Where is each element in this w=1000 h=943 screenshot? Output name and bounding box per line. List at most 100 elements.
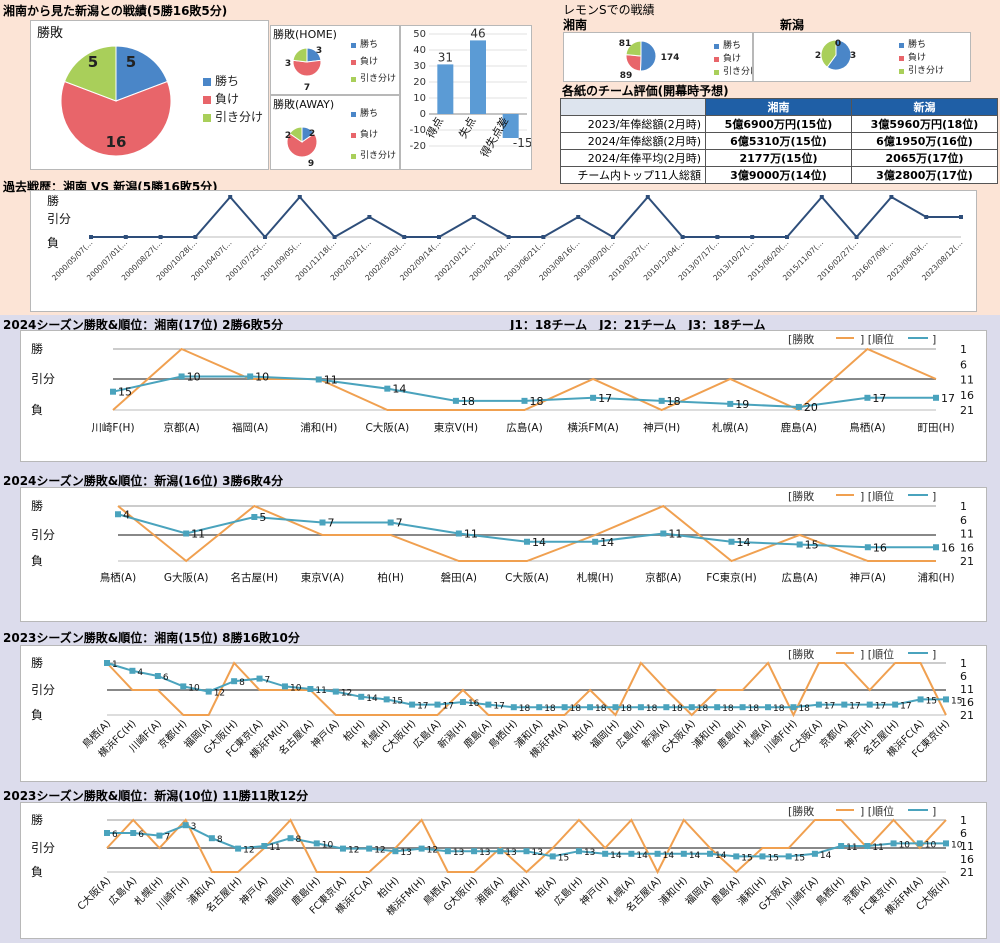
pie-value-label: 2 bbox=[285, 131, 291, 141]
rank-data-label: 10 bbox=[290, 683, 302, 693]
y-tick-label: -10 bbox=[410, 125, 426, 136]
shonan-value: 6億5310万(15位) bbox=[705, 132, 852, 150]
rank-data-label: 13 bbox=[400, 848, 411, 858]
rank-point bbox=[459, 699, 466, 705]
rank-data-label: 15 bbox=[741, 853, 752, 863]
rank-data-label: 18 bbox=[667, 395, 681, 408]
history-point bbox=[889, 195, 894, 199]
legend-label: 勝ち bbox=[360, 107, 378, 119]
y-level-label: 負 bbox=[31, 554, 43, 568]
rank-data-label: 10 bbox=[322, 840, 334, 850]
rank-point bbox=[523, 848, 530, 855]
pie-value-label: 16 bbox=[106, 133, 127, 151]
rank-data-label: 18 bbox=[646, 704, 658, 714]
s2023-niigata-title: 2023シーズン勝敗&順位：新潟(10位) 11勝11敗12分 bbox=[3, 789, 309, 803]
x-match-label: 広島(A) bbox=[506, 421, 542, 434]
x-match-label: 京都(H) bbox=[498, 874, 532, 908]
rank-data-label: 18 bbox=[570, 704, 582, 714]
shonan-value: 2177万(15位) bbox=[705, 149, 852, 167]
pie-slice-引き分け bbox=[63, 45, 117, 102]
x-match-label: 京都(A) bbox=[163, 421, 199, 434]
history-point bbox=[750, 235, 755, 239]
history-point bbox=[611, 235, 615, 239]
shonan-value: 5億6900万円(15位) bbox=[705, 115, 852, 133]
x-match-label: 福岡(A) bbox=[232, 421, 268, 434]
pie-slice-引き分け bbox=[288, 126, 303, 143]
legend-label: 引き分け bbox=[360, 150, 396, 161]
rank-data-label: 13 bbox=[453, 848, 464, 858]
rank-point bbox=[315, 376, 322, 383]
legend-label: 負け bbox=[908, 51, 926, 63]
rank-data-label: 13 bbox=[532, 848, 543, 858]
niigata-value: 3億2800万(17位) bbox=[851, 166, 998, 184]
newspaper-table: 湘南 新潟 2023/年俸総額(2月時) 5億6900万円(15位) 3億596… bbox=[560, 98, 998, 184]
rank-point bbox=[110, 388, 116, 395]
history-point bbox=[263, 235, 267, 239]
newspaper-col-niigata: 新潟 bbox=[851, 98, 998, 116]
newspaper-header-row: 湘南 新潟 bbox=[560, 98, 998, 116]
rank-data-label: 11 bbox=[846, 843, 857, 853]
rank-point bbox=[156, 832, 163, 839]
rank-tick-label: 16 bbox=[960, 389, 974, 402]
legend-label: 負け bbox=[360, 128, 378, 140]
rank-data-label: 18 bbox=[773, 704, 785, 714]
rank-point bbox=[707, 850, 714, 857]
rank-data-label: 18 bbox=[722, 704, 734, 714]
rank-point bbox=[561, 704, 568, 711]
legend-label: 負け bbox=[215, 92, 239, 106]
history-point bbox=[576, 215, 581, 219]
table-row: 2023/年俸総額(2月時) 5億6900万円(15位) 3億5960万円(18… bbox=[560, 115, 998, 133]
y-level-label: 引分 bbox=[31, 683, 55, 697]
history-point bbox=[437, 235, 441, 239]
rank-point bbox=[654, 850, 661, 857]
rank-data-label: 16 bbox=[941, 541, 955, 554]
pie-value-label: 3 bbox=[285, 59, 291, 69]
rank-data-label: 18 bbox=[461, 395, 475, 408]
rank-point bbox=[261, 843, 268, 849]
rank-point bbox=[536, 704, 543, 711]
y-tick-label: -20 bbox=[410, 141, 426, 152]
x-match-label: 京都(A) bbox=[645, 571, 681, 584]
rank-point bbox=[130, 830, 137, 836]
rank-point bbox=[796, 541, 803, 548]
legend-label: 引き分け bbox=[215, 110, 263, 124]
rank-tick-label: 11 bbox=[960, 683, 974, 696]
legend-label: 引き分け bbox=[360, 73, 396, 84]
x-match-label: 柏(H) bbox=[377, 571, 404, 584]
rank-data-label: 13 bbox=[479, 848, 490, 858]
rank-point bbox=[916, 840, 923, 847]
x-match-label: 福岡(A) bbox=[682, 874, 716, 908]
rank-point bbox=[739, 704, 746, 711]
x-match-label: 鹿島(A) bbox=[781, 421, 817, 434]
history-point bbox=[228, 195, 233, 199]
rank-data-label: 17 bbox=[493, 702, 504, 712]
rank-point bbox=[933, 394, 939, 401]
legend-label: [勝敗 bbox=[788, 489, 814, 503]
pie-value-label: 9 bbox=[308, 159, 314, 169]
shonan-value: 3億9000万(14位) bbox=[705, 166, 852, 184]
legend-swatch bbox=[203, 114, 211, 122]
y-level-label: 勝 bbox=[31, 498, 43, 513]
rank-point bbox=[208, 835, 215, 842]
table-row: 2024/年俸総額(2月時) 6億5310万(15位) 6億1950万(16位) bbox=[560, 132, 998, 150]
legend-label: [勝敗 bbox=[788, 804, 814, 818]
rank-data-label: 12 bbox=[348, 846, 359, 856]
rank-point bbox=[235, 845, 242, 852]
rank-data-label: 8 bbox=[217, 835, 223, 845]
rank-point bbox=[943, 840, 949, 847]
rank-tick-label: 21 bbox=[960, 866, 974, 879]
history-series-line bbox=[91, 195, 961, 239]
x-match-label: 東京V(A) bbox=[301, 571, 345, 584]
x-match-label: C大阪(A) bbox=[74, 874, 113, 913]
lemon-shonan-label: 湘南 bbox=[563, 18, 588, 32]
s2023-shonan-title: 2023シーズン勝敗&順位：湘南(15位) 8勝16敗10分 bbox=[3, 631, 300, 645]
rank-point bbox=[658, 397, 665, 404]
y-tick-label: 30 bbox=[413, 61, 426, 72]
y-tick-label: 10 bbox=[413, 93, 426, 104]
rank-point bbox=[247, 373, 254, 380]
y-level-label: 引分 bbox=[31, 841, 55, 855]
rank-tick-label: 6 bbox=[960, 514, 967, 527]
